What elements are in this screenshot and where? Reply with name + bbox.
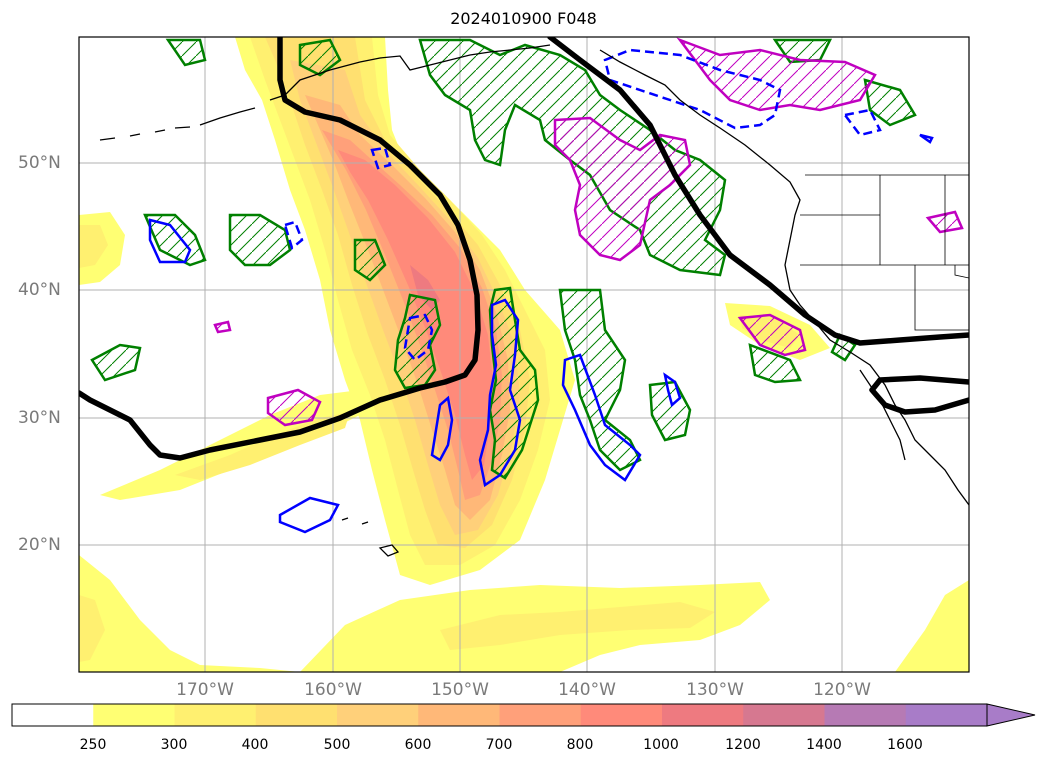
colorbar-segment (337, 704, 419, 726)
colorbar-segment (418, 704, 500, 726)
coast-aleutians (99, 126, 191, 141)
colorbar-segment (743, 704, 825, 726)
blue-contour-ne (919, 133, 934, 144)
blue-contours (148, 133, 934, 534)
colorbar-tick: 1400 (806, 737, 842, 753)
colorbar-segment (12, 704, 94, 726)
lon-label-150w: 150°W (431, 680, 489, 700)
magenta-contour-east (737, 313, 807, 357)
magenta-contour-small (213, 320, 232, 334)
coast-hawaii (341, 517, 400, 557)
colorbar-tick: 1200 (725, 737, 761, 753)
colorbar-segment (499, 704, 582, 726)
ivt-fill-250-se (895, 580, 969, 672)
colorbar-tick: 700 (485, 737, 513, 753)
colorbar-tick: 250 (79, 737, 107, 753)
magenta-hatched-contours (213, 37, 964, 427)
black-contour-coast (869, 375, 969, 415)
blue-contour-pt (663, 372, 682, 408)
magenta-contour-west (266, 388, 322, 427)
magenta-contour-north (676, 37, 877, 112)
green-contour-ne (863, 78, 917, 127)
lat-label-50n: 50°N (18, 153, 61, 173)
green-contour-west-edge (90, 343, 142, 382)
blue-dashed-contour-north (603, 48, 782, 130)
blue-dashed-contour-ar (403, 313, 434, 362)
magenta-contour-mid (553, 116, 692, 262)
green-contour-small1 (353, 238, 387, 282)
green-contour-n1 (298, 38, 342, 77)
lon-label-140w: 140°W (558, 680, 616, 700)
lon-label-170w: 170°W (176, 680, 234, 700)
black-contour-main (79, 37, 481, 461)
colorbar-segment (662, 704, 744, 726)
lon-label-120w: 120°W (813, 680, 871, 700)
blue-contour-sw (278, 496, 340, 534)
lon-label-130w: 130°W (686, 680, 744, 700)
colorbar-tick: 1000 (643, 737, 679, 753)
colorbar-segment (255, 704, 338, 726)
green-contour-mid-west (228, 213, 292, 267)
lat-label-40n: 40°N (18, 280, 61, 300)
black-thick-contours (79, 37, 969, 461)
blue-dashed-contour-west (283, 220, 304, 251)
lat-label-30n: 30°N (18, 408, 61, 428)
blue-contour-ar3 (430, 395, 454, 462)
blue-dashed-contours (283, 48, 882, 362)
coast-bc (599, 49, 969, 506)
colorbar-segment (174, 704, 257, 726)
colorbar-tick: 400 (241, 737, 269, 753)
colorbar-tick: 800 (566, 737, 594, 753)
blue-contour-ar2 (561, 353, 642, 482)
colorbar-tick: 1600 (887, 737, 923, 753)
black-contour-east (547, 37, 969, 346)
colorbar-segment (905, 704, 988, 726)
ivt-fill-250-south (79, 555, 300, 672)
colorbar-tick: 600 (404, 737, 432, 753)
blue-dashed-contour-small (370, 146, 392, 170)
ivt-fill-300-edge (79, 225, 108, 268)
colorbar-extend-arrow (986, 703, 1036, 727)
coast-baja (859, 369, 906, 461)
colorbar-frame (11, 703, 987, 727)
green-contour-east-coast (748, 343, 802, 384)
green-contour-ar-east (558, 288, 642, 472)
ivt-fill-300-sw (79, 595, 105, 662)
blue-contour-west1 (148, 218, 192, 264)
colorbar (11, 703, 1036, 727)
colorbar-tick: 300 (160, 737, 188, 753)
ivt-shading (79, 37, 969, 672)
lat-label-20n: 20°N (18, 535, 61, 555)
map-frame (78, 36, 970, 673)
coast-alaska (199, 44, 551, 126)
ivt-fill-300-south2 (440, 602, 715, 650)
map-panel (79, 37, 969, 672)
colorbar-tick: 500 (323, 737, 351, 753)
colorbar-segment (93, 704, 175, 726)
ivt-fill-800 (338, 150, 493, 480)
state-borders (800, 174, 969, 331)
colorbar-segment (580, 704, 663, 726)
map-title: 2024010900 F048 (450, 9, 597, 28)
blue-contour-ar1 (478, 298, 522, 488)
coastlines (99, 44, 969, 557)
colorbar-segment (824, 704, 907, 726)
lon-label-160w: 160°W (304, 680, 362, 700)
blue-dashed-contour-ne (842, 108, 882, 137)
green-contour-nw1 (165, 38, 207, 67)
